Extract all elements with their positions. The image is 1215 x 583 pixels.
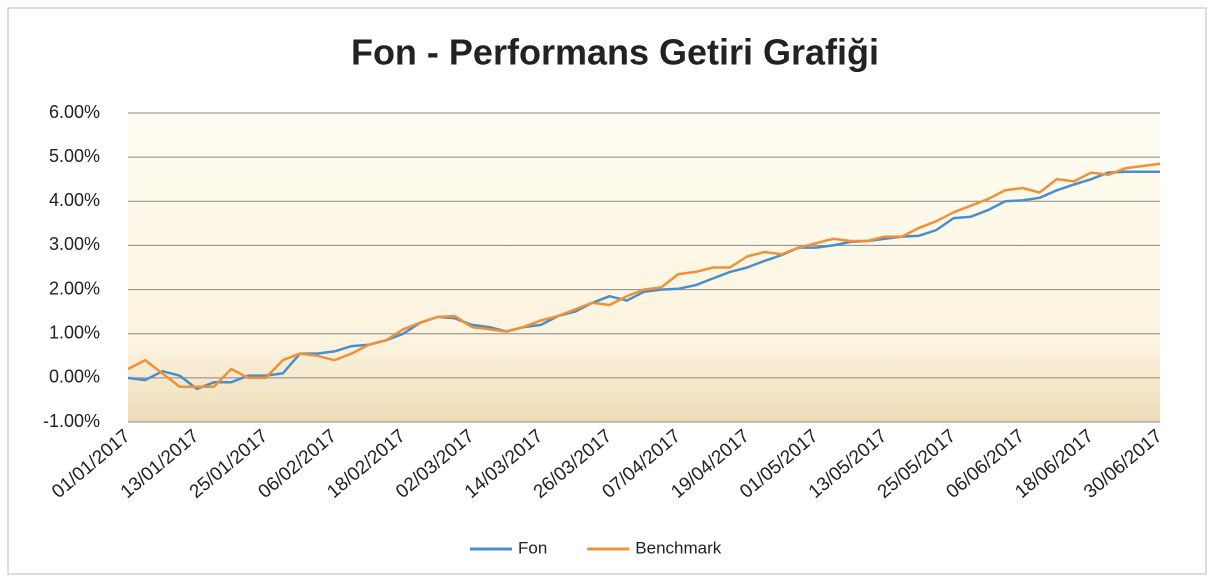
y-tick-label: 4.00% xyxy=(49,190,100,210)
y-tick-label: -1.00% xyxy=(43,411,100,431)
y-tick-label: 2.00% xyxy=(49,278,100,298)
legend-label: Benchmark xyxy=(635,538,721,557)
y-tick-label: 1.00% xyxy=(49,322,100,342)
series-line xyxy=(127,162,1161,388)
chart-title: Fon - Performans Getiri Grafiği xyxy=(351,32,879,73)
plot-area xyxy=(128,113,1160,422)
legend-label: Fon xyxy=(518,538,547,557)
y-tick-label: 0.00% xyxy=(49,367,100,387)
legend: Fon Benchmark xyxy=(470,538,722,557)
y-tick-label: 6.00% xyxy=(49,102,100,122)
y-tick-label: 3.00% xyxy=(49,234,100,254)
y-tick-label: 5.00% xyxy=(49,146,100,166)
